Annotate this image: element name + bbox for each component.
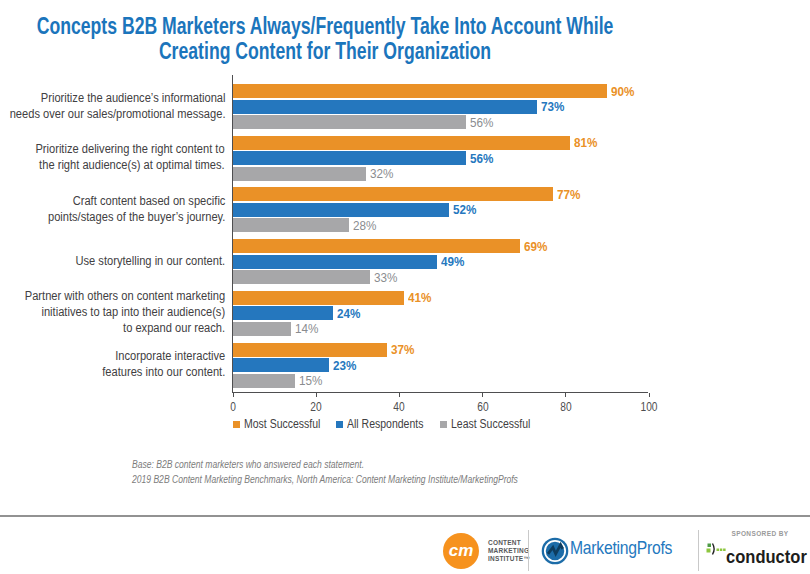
- page-title: Concepts B2B Marketers Always/Frequently…: [1, 13, 649, 63]
- value-label: 14%: [295, 322, 318, 336]
- value-label: 81%: [574, 136, 597, 150]
- marketingprofs-wordmark: MarketingProfs: [570, 537, 672, 559]
- legend-swatch: [233, 421, 240, 428]
- bar-most-successful: 41%: [233, 291, 404, 305]
- bar-least-successful: 14%: [233, 322, 291, 336]
- legend-label: All Respondents: [347, 417, 423, 431]
- value-label: 15%: [299, 374, 322, 388]
- marketingprofs-icon: [541, 537, 569, 565]
- bar-least-successful: 15%: [233, 374, 295, 388]
- value-label: 33%: [374, 271, 397, 285]
- bar-all-respondents: 24%: [233, 306, 333, 320]
- value-label: 37%: [391, 343, 414, 357]
- category-label: Partner with others on content marketing…: [0, 290, 225, 335]
- legend-item-all-respondents: All Respondents: [336, 417, 438, 431]
- bar-least-successful: 56%: [233, 115, 466, 129]
- axis-tick-label: 0: [216, 400, 250, 414]
- value-label: 52%: [453, 203, 476, 217]
- cmi-logo-text: CONTENT MARKETING INSTITUTE™: [488, 539, 530, 563]
- legend-label: Least Successful: [451, 417, 530, 431]
- sponsored-by-label: SPONSORED BY: [718, 530, 802, 537]
- axis-tick: [399, 393, 400, 397]
- legend-item-most-successful: Most Successful: [233, 417, 335, 431]
- axis-tick-label: 20: [299, 400, 333, 414]
- conductor-wordmark: conductor: [726, 546, 807, 568]
- value-label: 32%: [370, 167, 393, 181]
- value-label: 69%: [524, 240, 547, 254]
- value-label: 56%: [470, 116, 493, 130]
- source-notes: Base: B2B content marketers who answered…: [132, 457, 518, 488]
- axis-tick-label: 60: [466, 400, 500, 414]
- value-label: 49%: [441, 255, 464, 269]
- category-label: Use storytelling in our content.: [0, 238, 225, 283]
- footer-divider-2: [698, 530, 699, 571]
- bar-most-successful: 77%: [233, 187, 553, 201]
- infographic-page: Concepts B2B Marketers Always/Frequently…: [0, 0, 810, 574]
- value-label: 41%: [408, 291, 431, 305]
- axis-tick: [482, 393, 483, 397]
- legend-swatch: [440, 421, 447, 428]
- legend-label: Most Successful: [244, 417, 320, 431]
- legend-item-least-successful: Least Successful: [440, 417, 546, 431]
- category-label: Prioritize the audience’s informational …: [0, 83, 225, 128]
- value-label: 23%: [333, 359, 356, 373]
- conductor-icon: [706, 543, 726, 561]
- value-label: 28%: [353, 219, 376, 233]
- bar-most-successful: 90%: [233, 84, 607, 98]
- bar-least-successful: 28%: [233, 218, 349, 232]
- category-label: Incorporate interactive features into ou…: [0, 342, 225, 387]
- cmi-line2: MARKETING: [488, 547, 530, 555]
- cmi-logo: cm: [443, 533, 479, 569]
- bar-all-respondents: 49%: [233, 255, 437, 269]
- value-label: 24%: [337, 307, 360, 321]
- bar-least-successful: 33%: [233, 270, 370, 284]
- category-label: Craft content based on specific points/s…: [0, 186, 225, 231]
- bar-all-respondents: 23%: [233, 358, 329, 372]
- note-base: Base: B2B content marketers who answered…: [132, 457, 518, 473]
- axis-tick: [316, 393, 317, 397]
- axis-tick-label: 40: [382, 400, 416, 414]
- bar-most-successful: 69%: [233, 239, 520, 253]
- category-label: Prioritize delivering the right content …: [0, 135, 225, 180]
- footer-divider-1: [528, 530, 529, 571]
- axis-tick-label: 100: [632, 400, 666, 414]
- cmi-line1: CONTENT: [488, 539, 530, 547]
- legend-swatch: [336, 421, 343, 428]
- bar-all-respondents: 52%: [233, 203, 449, 217]
- bar-all-respondents: 56%: [233, 151, 466, 165]
- bar-all-respondents: 73%: [233, 100, 537, 114]
- cmi-monogram: cm: [449, 541, 474, 561]
- cmi-line3: INSTITUTE™: [488, 555, 530, 563]
- value-label: 90%: [611, 85, 634, 99]
- axis-tick: [565, 393, 566, 397]
- footer-divider: [0, 515, 810, 517]
- value-label: 56%: [470, 152, 493, 166]
- plot-area: 90%73%56%81%56%32%77%52%28%69%49%33%41%2…: [232, 75, 648, 393]
- axis-tick: [233, 393, 234, 397]
- axis-tick-label: 80: [549, 400, 583, 414]
- value-label: 73%: [541, 100, 564, 114]
- note-source: 2019 B2B Content Marketing Benchmarks, N…: [132, 472, 518, 488]
- bar-most-successful: 37%: [233, 343, 387, 357]
- bar-most-successful: 81%: [233, 136, 570, 150]
- value-label: 77%: [557, 188, 580, 202]
- bar-least-successful: 32%: [233, 167, 366, 181]
- axis-tick: [649, 393, 650, 397]
